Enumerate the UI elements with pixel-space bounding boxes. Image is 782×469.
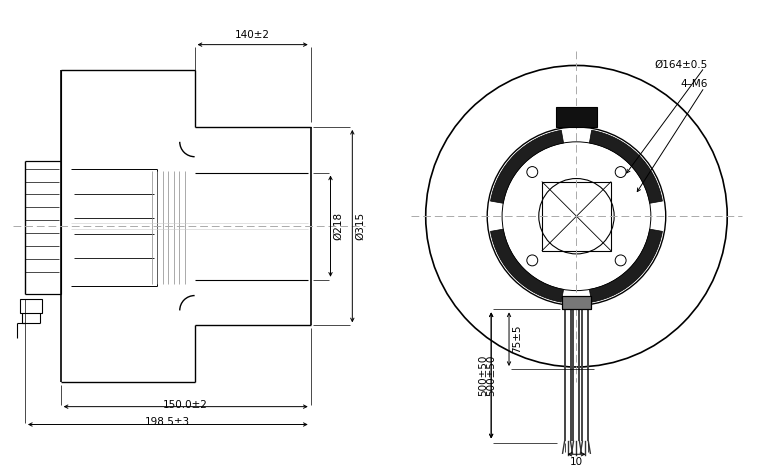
Wedge shape — [490, 229, 564, 302]
Wedge shape — [490, 130, 564, 203]
Text: 140±2: 140±2 — [235, 30, 270, 40]
Text: 10: 10 — [570, 457, 583, 467]
Bar — [561, 295, 591, 310]
Bar — [561, 295, 591, 310]
Text: 500±50: 500±50 — [479, 355, 488, 396]
Bar — [556, 107, 597, 127]
Text: 150.0±2: 150.0±2 — [163, 400, 208, 409]
Text: Ø164±0.5: Ø164±0.5 — [654, 60, 708, 69]
Text: Ø315: Ø315 — [355, 212, 365, 240]
Bar — [542, 182, 612, 251]
Text: Ø218: Ø218 — [333, 212, 343, 240]
Text: 500±50: 500±50 — [486, 355, 497, 396]
Text: 198.5±3: 198.5±3 — [145, 417, 190, 427]
Bar — [20, 299, 42, 313]
Wedge shape — [590, 130, 662, 203]
Text: 75±5: 75±5 — [512, 325, 522, 354]
Text: 4–M6: 4–M6 — [680, 79, 708, 89]
Wedge shape — [590, 229, 662, 302]
